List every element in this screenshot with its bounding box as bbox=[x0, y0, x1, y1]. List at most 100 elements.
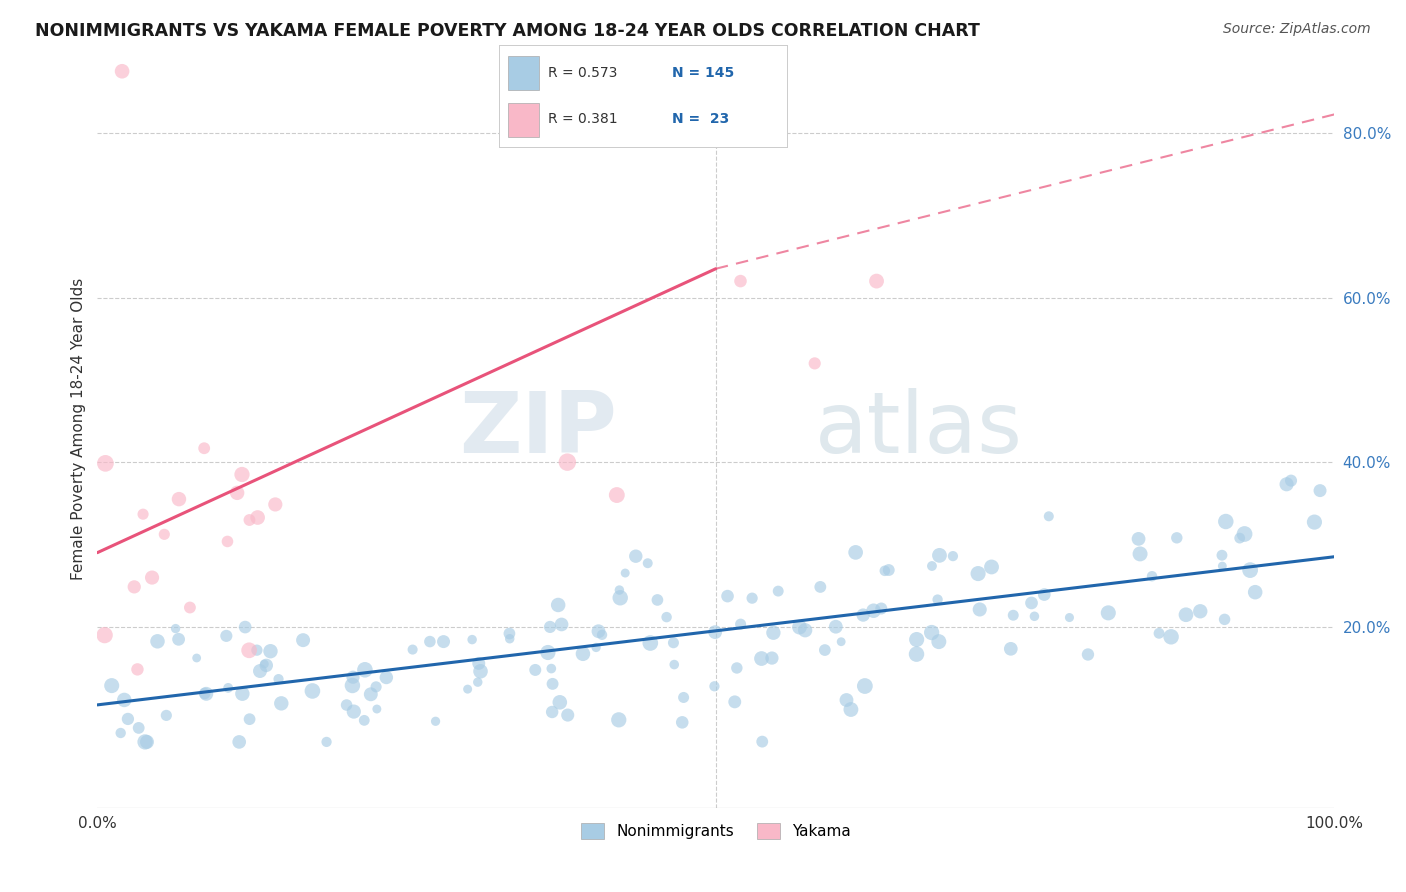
Point bbox=[557, 708, 579, 723]
Point bbox=[292, 633, 315, 648]
Point bbox=[146, 634, 169, 648]
Point bbox=[342, 678, 364, 692]
Point bbox=[254, 658, 277, 673]
Point bbox=[640, 636, 662, 650]
Point bbox=[127, 662, 149, 676]
Point bbox=[557, 455, 579, 469]
Point bbox=[217, 681, 239, 695]
Point bbox=[672, 690, 695, 705]
Point bbox=[110, 726, 132, 740]
Text: R = 0.573: R = 0.573 bbox=[548, 66, 617, 79]
Point bbox=[1128, 532, 1150, 546]
Point bbox=[315, 735, 337, 749]
Point bbox=[794, 624, 817, 638]
Point bbox=[1166, 531, 1188, 545]
Point bbox=[1021, 596, 1043, 610]
Point bbox=[1147, 626, 1170, 640]
Text: NONIMMIGRANTS VS YAKAMA FEMALE POVERTY AMONG 18-24 YEAR OLDS CORRELATION CHART: NONIMMIGRANTS VS YAKAMA FEMALE POVERTY A… bbox=[35, 22, 980, 40]
Point bbox=[540, 662, 562, 676]
Point bbox=[228, 735, 250, 749]
Point bbox=[193, 442, 215, 456]
Point bbox=[845, 545, 868, 559]
Point bbox=[761, 651, 783, 665]
Point bbox=[921, 625, 943, 640]
Point bbox=[789, 620, 811, 634]
Point bbox=[1129, 547, 1152, 561]
Point bbox=[1059, 610, 1081, 624]
Point bbox=[461, 632, 484, 647]
Point bbox=[655, 610, 678, 624]
Point bbox=[246, 510, 269, 524]
Point bbox=[1175, 607, 1198, 622]
Point bbox=[1097, 606, 1119, 620]
Point bbox=[942, 549, 965, 563]
Point bbox=[1233, 527, 1256, 541]
Point bbox=[704, 625, 727, 640]
Point bbox=[741, 591, 763, 606]
Point bbox=[117, 712, 139, 726]
Point bbox=[524, 663, 547, 677]
Point bbox=[614, 566, 637, 580]
Text: R = 0.381: R = 0.381 bbox=[548, 112, 617, 126]
Point bbox=[194, 686, 217, 700]
Point bbox=[1038, 509, 1060, 524]
Point bbox=[1239, 563, 1261, 577]
Point bbox=[425, 714, 447, 729]
Point bbox=[153, 527, 176, 541]
Point bbox=[647, 593, 669, 607]
Point bbox=[264, 498, 287, 512]
Point bbox=[762, 625, 785, 640]
Point bbox=[179, 600, 201, 615]
Point bbox=[1275, 477, 1298, 491]
Point bbox=[366, 702, 388, 716]
Point bbox=[1279, 474, 1302, 488]
Point bbox=[588, 624, 610, 639]
Point bbox=[607, 713, 630, 727]
Point bbox=[839, 702, 862, 716]
Point bbox=[134, 735, 156, 749]
Point bbox=[217, 534, 239, 549]
Point bbox=[111, 64, 134, 78]
Point bbox=[905, 647, 928, 661]
Point bbox=[724, 695, 747, 709]
Point bbox=[342, 670, 364, 684]
Point bbox=[1309, 483, 1331, 498]
Point bbox=[928, 634, 950, 648]
Point bbox=[1211, 559, 1233, 574]
Point bbox=[751, 734, 773, 748]
Text: N = 145: N = 145 bbox=[672, 66, 734, 79]
Point bbox=[548, 695, 571, 709]
Point bbox=[541, 705, 564, 719]
Text: ZIP: ZIP bbox=[460, 388, 617, 471]
Point bbox=[803, 356, 825, 370]
Point bbox=[824, 620, 846, 634]
Point bbox=[270, 697, 292, 711]
Point bbox=[94, 456, 117, 470]
Point bbox=[100, 679, 122, 693]
Point bbox=[538, 620, 561, 634]
Point bbox=[585, 640, 607, 655]
Point bbox=[141, 571, 163, 585]
Point bbox=[301, 684, 323, 698]
Point bbox=[375, 671, 398, 685]
Point bbox=[215, 629, 238, 643]
Point bbox=[1033, 588, 1056, 602]
Point bbox=[336, 698, 359, 712]
Point bbox=[537, 646, 560, 660]
Point bbox=[852, 608, 875, 623]
Point bbox=[259, 644, 281, 658]
Point bbox=[343, 705, 366, 719]
Text: N =  23: N = 23 bbox=[672, 112, 730, 126]
Point bbox=[470, 665, 492, 679]
Point bbox=[1140, 569, 1163, 583]
Point bbox=[354, 663, 377, 677]
Point bbox=[122, 580, 145, 594]
Point bbox=[253, 657, 276, 671]
Point bbox=[165, 622, 187, 636]
Point bbox=[835, 693, 858, 707]
Point bbox=[238, 513, 260, 527]
Point bbox=[498, 626, 520, 640]
Point bbox=[671, 715, 693, 730]
Point bbox=[353, 714, 375, 728]
Point bbox=[1303, 515, 1326, 529]
